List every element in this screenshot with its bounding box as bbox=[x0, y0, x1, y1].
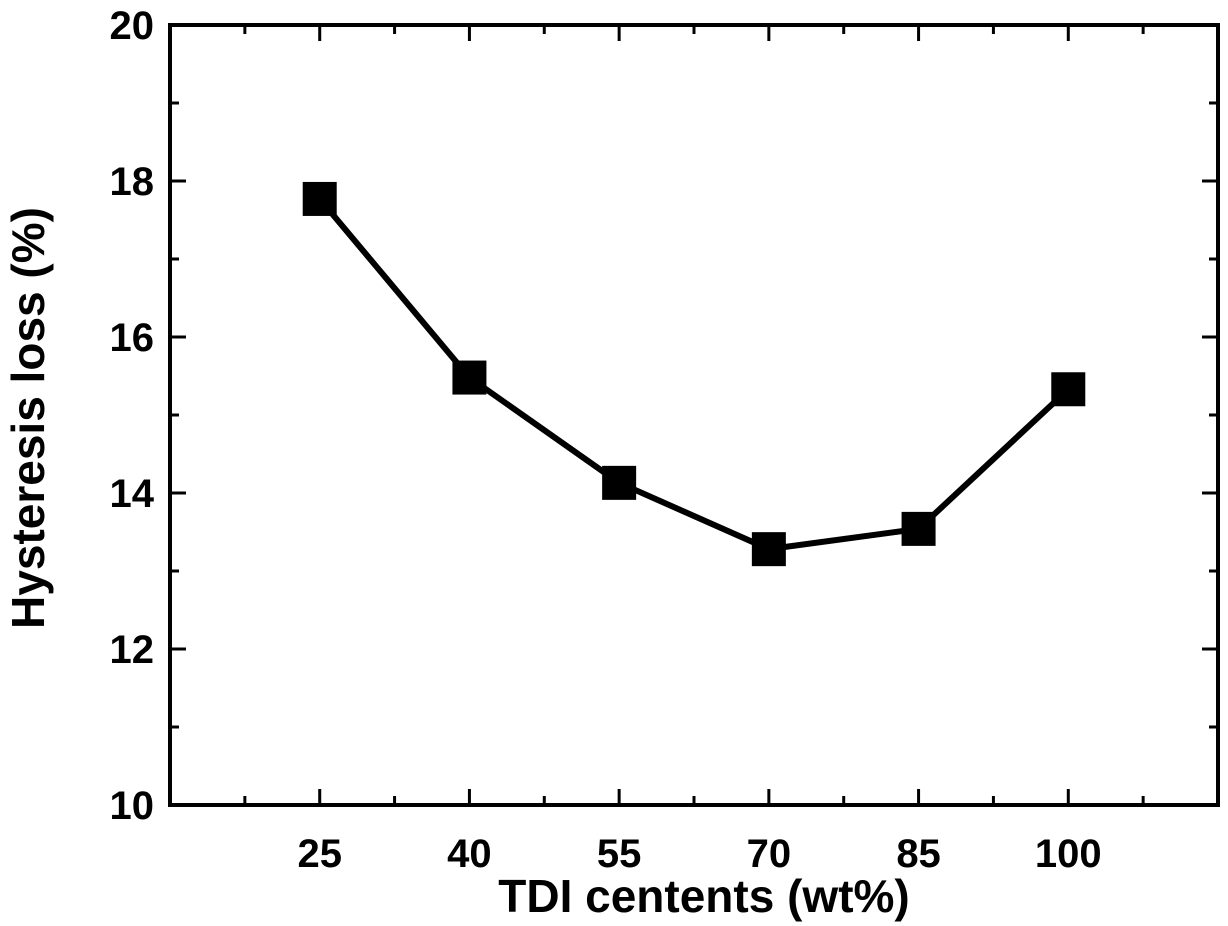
x-tick-label: 40 bbox=[447, 832, 492, 876]
plot-frame bbox=[168, 23, 1220, 807]
x-tick-label: 70 bbox=[747, 832, 792, 876]
data-point-marker bbox=[452, 360, 487, 395]
data-point-marker bbox=[1051, 372, 1086, 407]
minor-ticks bbox=[170, 25, 1218, 805]
series-layer bbox=[302, 181, 1086, 567]
x-axis-title: TDI centents (wt%) bbox=[498, 870, 909, 922]
y-tick-label: 16 bbox=[110, 316, 155, 360]
data-point-marker bbox=[901, 511, 936, 546]
y-tick-label: 10 bbox=[110, 784, 155, 828]
y-tick-labels: 10 12 14 16 18 20 bbox=[110, 4, 155, 828]
x-tick-label: 85 bbox=[896, 832, 941, 876]
data-point-marker bbox=[602, 465, 637, 500]
x-tick-label: 55 bbox=[597, 832, 642, 876]
major-ticks bbox=[170, 23, 1218, 807]
x-tick-labels: 25 40 55 70 85 100 bbox=[297, 832, 1101, 876]
data-point-marker bbox=[302, 181, 337, 216]
y-tick-label: 12 bbox=[110, 628, 155, 672]
series-line bbox=[317, 197, 1071, 553]
y-tick-label: 20 bbox=[110, 4, 155, 48]
data-point-marker bbox=[751, 532, 786, 567]
x-tick-label: 100 bbox=[1035, 832, 1102, 876]
y-tick-label: 14 bbox=[110, 472, 155, 516]
x-tick-label: 25 bbox=[297, 832, 342, 876]
y-tick-label: 18 bbox=[110, 160, 155, 204]
y-axis-title: Hysteresis loss (%) bbox=[2, 207, 54, 629]
